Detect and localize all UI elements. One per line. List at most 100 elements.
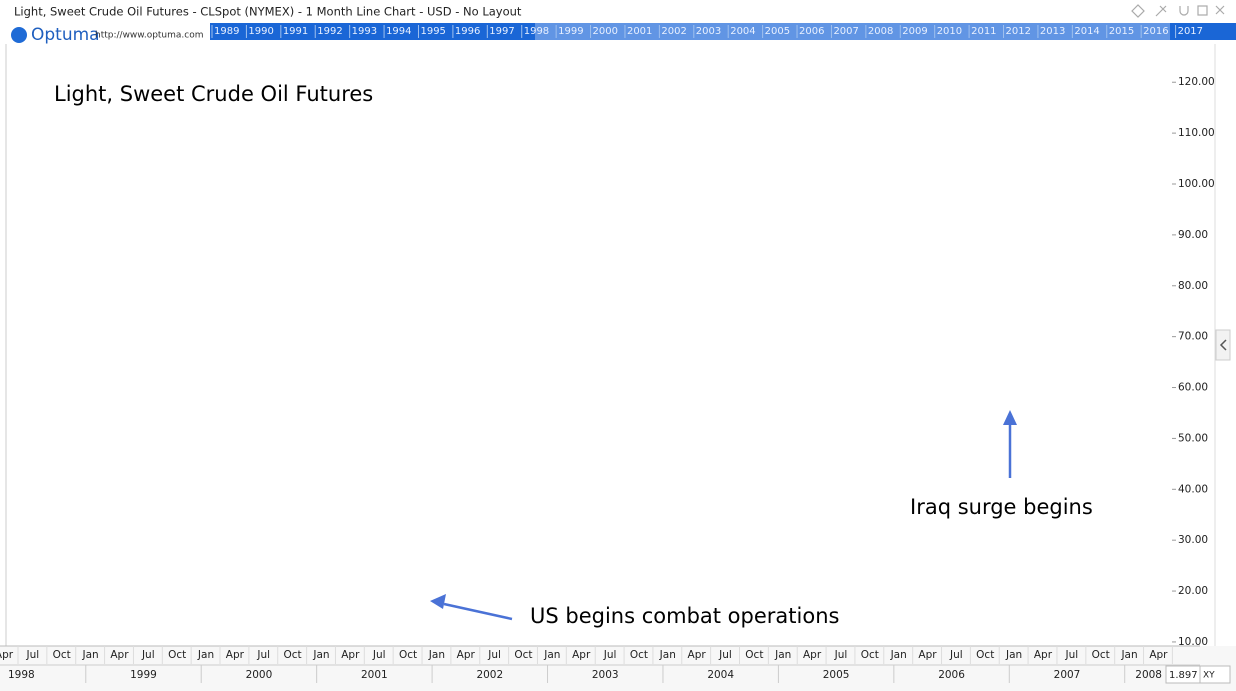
x-tick-label: Apr (110, 649, 129, 661)
timeline-year: 2008 (868, 26, 893, 37)
x-tick-label: Oct (630, 649, 648, 661)
timeline-year: 2017 (1178, 26, 1203, 37)
year-label: 1999 (130, 669, 157, 681)
timeline-year: 1992 (317, 26, 342, 37)
annotation-arrows (430, 410, 1017, 621)
timeline-year: 2007 (833, 26, 858, 37)
timeline-year: 2010 (937, 26, 962, 37)
x-tick-label: Oct (976, 649, 994, 661)
y-tick-label: 100.00 (1178, 178, 1215, 190)
year-label: 2004 (707, 669, 734, 681)
year-label: 2000 (246, 669, 273, 681)
x-tick-label: Jan (197, 649, 214, 661)
x-tick-label: Apr (1034, 649, 1053, 661)
timeline-year: 2002 (661, 26, 686, 37)
y-tick-label: 50.00 (1178, 432, 1208, 444)
y-tick-label: 60.00 (1178, 382, 1208, 394)
x-tick-label: Oct (861, 649, 879, 661)
x-tick-label: Jul (26, 649, 40, 661)
x-tick-label: Jul (141, 649, 155, 661)
timeline-year: 2011 (971, 26, 996, 37)
timeline-year: 2014 (1074, 26, 1099, 37)
side-panel-arrow (1219, 339, 1227, 351)
chart-title: Light, Sweet Crude Oil Futures (54, 82, 373, 106)
timeline-year: 1990 (248, 26, 273, 37)
timeline-year: 2006 (799, 26, 824, 37)
timeline-year: 1998 (524, 26, 549, 37)
status-mode: XY (1203, 671, 1215, 681)
logo-icon (11, 27, 27, 43)
x-tick-label: Jan (81, 649, 98, 661)
timeline-year: 1993 (352, 26, 377, 37)
timeline-year: 1989 (214, 26, 239, 37)
y-tick-label: 40.00 (1178, 483, 1208, 495)
x-tick-label: Jul (718, 649, 732, 661)
year-label: 2003 (592, 669, 619, 681)
y-tick-label: 110.00 (1178, 127, 1215, 139)
x-tick-label: Apr (803, 649, 822, 661)
year-label: 2006 (938, 669, 965, 681)
x-tick-label: Jul (487, 649, 501, 661)
x-tick-label: Apr (688, 649, 707, 661)
timeline-year: 2005 (765, 26, 790, 37)
timeline-year: 2009 (902, 26, 927, 37)
timeline-year: 1999 (558, 26, 583, 37)
timeline-year: 2015 (1109, 26, 1134, 37)
x-tick-label: Oct (399, 649, 417, 661)
timeline-year: 1996 (455, 26, 480, 37)
year-label: 2002 (476, 669, 503, 681)
timeline-year: 2000 (593, 26, 618, 37)
x-tick-label: Oct (168, 649, 186, 661)
x-tick-label: Jan (312, 649, 329, 661)
timeline-year: 2013 (1040, 26, 1065, 37)
x-tick-label: Oct (1092, 649, 1110, 661)
x-tick-label: Apr (1149, 649, 1168, 661)
year-label: 2001 (361, 669, 388, 681)
x-tick-label: Oct (284, 649, 302, 661)
mode-box[interactable] (1199, 665, 1231, 684)
logo-url: http://www.optuma.com (95, 31, 204, 41)
y-tick-label: 90.00 (1178, 229, 1208, 241)
timeline-year: 2003 (696, 26, 721, 37)
y-tick-label: 80.00 (1178, 280, 1208, 292)
timeline-year: 1991 (283, 26, 308, 37)
annotation: US begins combat operations (530, 604, 839, 628)
x-tick-label: Jul (834, 649, 848, 661)
x-tick-label: Apr (457, 649, 476, 661)
x-tick-label: Jul (949, 649, 963, 661)
window-icons[interactable] (1131, 4, 1225, 18)
timeline-year: 2004 (730, 26, 755, 37)
x-tick-label: Jan (890, 649, 907, 661)
year-label: 2008 (1135, 669, 1162, 681)
x-tick-label: Apr (918, 649, 937, 661)
x-tick-label: Jul (256, 649, 270, 661)
x-tick-label: Apr (341, 649, 360, 661)
y-tick-label: 70.00 (1178, 331, 1208, 343)
year-label: 2005 (823, 669, 850, 681)
x-tick-label: Oct (745, 649, 763, 661)
timeline-year: 1995 (420, 26, 445, 37)
x-tick-label: Jan (428, 649, 445, 661)
x-tick-label: Jul (372, 649, 386, 661)
x-tick-label: Jan (1120, 649, 1137, 661)
timeline-year: 2001 (627, 26, 652, 37)
x-tick-label: Oct (53, 649, 71, 661)
y-tick-label: 120.00 (1178, 76, 1215, 88)
window-title: Light, Sweet Crude Oil Futures - CLSpot … (14, 5, 522, 19)
x-tick-label: Jan (543, 649, 560, 661)
timeline-year: 2012 (1006, 26, 1031, 37)
x-tick-label: Oct (514, 649, 532, 661)
x-tick-label: Apr (572, 649, 591, 661)
x-axis-area (0, 646, 1236, 691)
side-panel-toggle[interactable] (1215, 329, 1231, 361)
year-label: 1998 (8, 669, 35, 681)
timeline-year: 2016 (1143, 26, 1168, 37)
timeline-year: 1997 (489, 26, 514, 37)
x-tick-label: Apr (226, 649, 245, 661)
x-tick-label: Jan (1005, 649, 1022, 661)
y-tick-label: 10.00 (1178, 636, 1208, 648)
x-tick-label: Jan (659, 649, 676, 661)
x-tick-label: Jul (603, 649, 617, 661)
